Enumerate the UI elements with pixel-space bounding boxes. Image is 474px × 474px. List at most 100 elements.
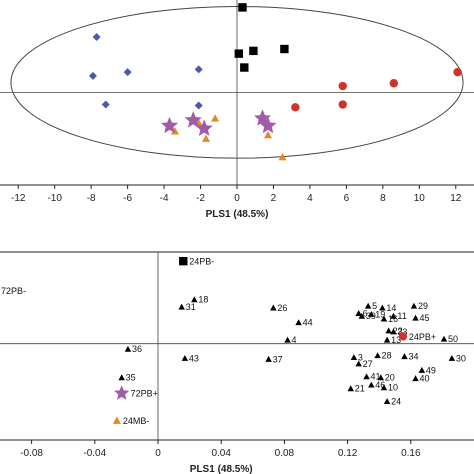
variable-point [379, 304, 386, 311]
x-tick-label: -2 [196, 193, 205, 204]
variable-point [380, 384, 388, 391]
variable-point [383, 398, 391, 405]
x-tick-label: -4 [160, 193, 169, 204]
x-tick-label: -6 [123, 193, 132, 204]
variable-point [374, 352, 381, 359]
diamond-point [92, 33, 101, 41]
variable-label: 37 [273, 354, 283, 364]
variable-label: 10 [388, 383, 398, 393]
circle-point [338, 81, 347, 91]
variable-point [118, 374, 125, 381]
group-label: 72PB+ [131, 389, 158, 399]
variable-label: 49 [426, 365, 436, 375]
variable-label: 44 [303, 318, 313, 328]
variable-label: 11 [397, 311, 406, 321]
variable-point [364, 302, 372, 309]
variable-point [265, 355, 272, 362]
variable-point [191, 296, 198, 303]
diamond-point [194, 65, 203, 74]
variable-label: 14 [386, 303, 396, 313]
variable-label: 40 [420, 374, 430, 384]
variable-label: 43 [189, 353, 199, 363]
variable-point [390, 328, 397, 335]
x-tick-label: 0 [155, 448, 161, 459]
variable-point [358, 312, 366, 319]
variable-label: 13 [391, 335, 401, 345]
diamond-point [194, 101, 203, 110]
variable-label: 36 [132, 344, 142, 354]
variable-point [368, 381, 375, 388]
variable-point [390, 312, 397, 319]
x-tick-label: 0.16 [401, 448, 421, 459]
x-tick-label: 4 [307, 193, 313, 204]
circle-point [389, 79, 398, 88]
variable-label: 41 [371, 372, 381, 382]
variable-label: 34 [408, 352, 418, 362]
x-tick-label: 6 [344, 193, 350, 204]
square-point [238, 3, 247, 12]
variable-point [401, 353, 408, 360]
triangle-point [278, 153, 287, 161]
variable-point [418, 366, 426, 373]
variable-label: 30 [456, 353, 466, 363]
square-point [249, 46, 258, 56]
x-tick-label: 0.08 [275, 448, 295, 459]
x-tick-label: 2 [271, 193, 277, 204]
variable-point [347, 385, 354, 392]
variable-label: 39 [366, 311, 376, 321]
variable-point [448, 354, 456, 361]
variable-label: 27 [363, 359, 373, 369]
variable-label: 31 [186, 302, 196, 312]
circle-point [291, 103, 300, 112]
square-point [240, 63, 249, 72]
group-label: 72PB- [1, 286, 26, 296]
star-point [259, 116, 277, 134]
variable-point [124, 345, 132, 352]
variable-label: 16 [388, 314, 398, 324]
score-plot-panel: -12 -10 -8 -6 -4 -2 0 2 4 6 8 10 12 PLS1 (48.5%) [0, 0, 474, 220]
x-tick-label: 10 [414, 193, 426, 204]
variable-point [385, 327, 392, 334]
variable-label: 35 [126, 373, 136, 383]
variable-point [284, 336, 291, 343]
variable-point [412, 314, 419, 321]
x-tick-label: -0.04 [83, 448, 106, 459]
x-tick-label: 12 [450, 193, 462, 204]
diamond-point [101, 100, 110, 109]
star-point [160, 116, 179, 134]
star-point [195, 119, 213, 136]
variable-point [178, 303, 185, 310]
variable-point [270, 304, 277, 311]
variable-label: 46 [375, 380, 385, 390]
square-point [234, 49, 244, 58]
variable-label: 28 [382, 351, 392, 361]
variable-point [355, 360, 362, 367]
variable-label: 21 [355, 384, 365, 394]
group-marker [112, 416, 121, 424]
variable-label: 4 [292, 335, 297, 345]
variable-label: 18 [198, 295, 208, 305]
square-point [280, 44, 289, 54]
x-tick-label: -8 [87, 193, 96, 204]
variable-label: 22 [393, 326, 403, 336]
triangle-point [171, 127, 180, 135]
group-label: 24PB+ [409, 332, 436, 342]
variable-point [355, 310, 362, 316]
variable-point [410, 302, 418, 309]
group-marker [179, 256, 188, 266]
triangle-point [202, 134, 210, 142]
variable-point [380, 315, 388, 322]
variable-label: 33 [397, 327, 407, 337]
variable-point [181, 354, 189, 361]
group-label: 24MB- [123, 416, 150, 426]
x-tick-label: 8 [380, 193, 386, 204]
variable-point [363, 373, 370, 380]
variable-label: 20 [385, 373, 395, 383]
loading-plot-panel: -0.08 -0.04 0 0.04 0.08 0.12 0.16 PLS1 (48.5%) 1… [0, 251, 474, 474]
variable-label: 3 [358, 352, 363, 362]
variable-point [295, 319, 302, 326]
variable-point [377, 374, 385, 381]
group-label: 24PB- [189, 257, 214, 267]
variable-label: 45 [420, 313, 430, 323]
